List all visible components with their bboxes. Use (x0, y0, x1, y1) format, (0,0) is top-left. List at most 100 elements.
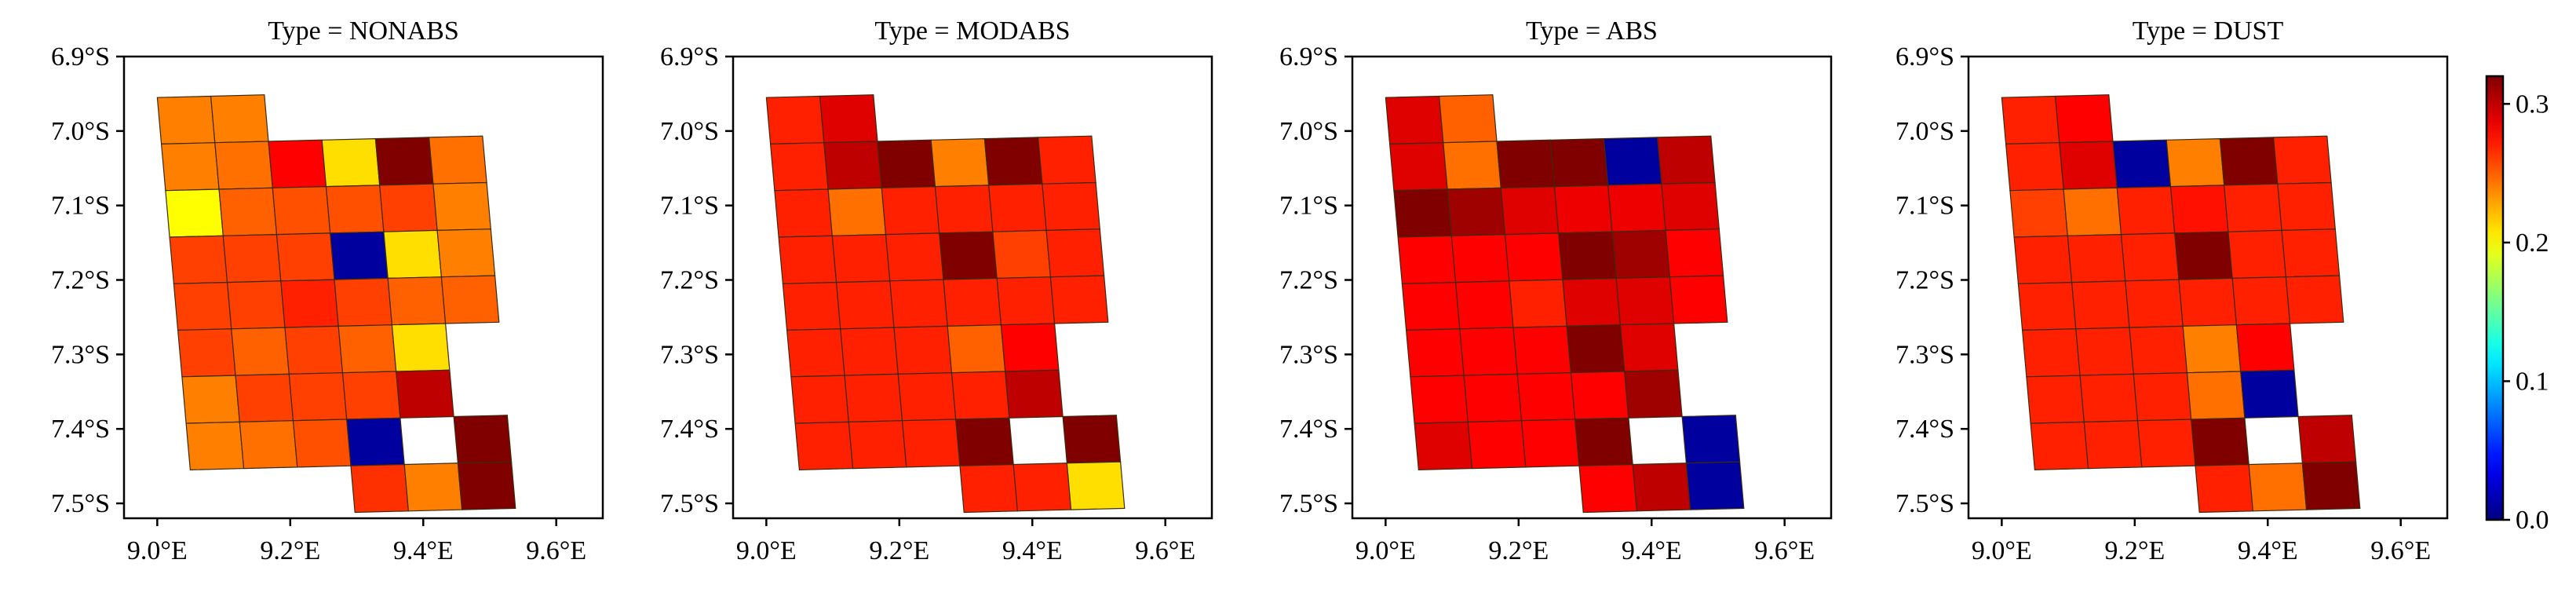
heatmap-cell (1037, 135, 1096, 185)
heatmap-cell (272, 185, 331, 236)
heatmap-cell (1685, 461, 1745, 510)
heatmap-cell (1467, 420, 1527, 470)
y-tick-label: 7.2°S (51, 266, 110, 295)
heatmap-cell (2125, 279, 2184, 328)
heatmap-cell (1401, 281, 1461, 331)
heatmap-cell (1681, 415, 1741, 464)
y-tick-label: 7.2°S (660, 266, 719, 295)
heatmap-cell (1443, 141, 1501, 190)
heatmap-cell (930, 137, 990, 188)
heatmap-cell (1454, 280, 1514, 330)
heatmap-cell (387, 276, 447, 326)
heatmap-cell (226, 280, 286, 330)
heatmap-cell (2030, 421, 2089, 471)
heatmap-cell (1603, 137, 1662, 186)
x-tick-label: 9.6°E (1135, 536, 1195, 565)
heatmap-cell (992, 229, 1052, 280)
heatmap-cell (218, 187, 278, 236)
heatmap-cell (1447, 187, 1506, 236)
heatmap-cell (2235, 323, 2295, 372)
heatmap-cell (823, 141, 882, 190)
heatmap-cell (877, 139, 936, 188)
colorbar-gradient (2487, 76, 2503, 520)
x-tick-label: 9.0°E (736, 536, 797, 565)
x-tick-label: 9.4°E (393, 536, 454, 565)
y-tick-label: 7.1°S (1896, 192, 1954, 221)
heatmap-cell (284, 325, 344, 375)
heatmap-cell (901, 419, 961, 468)
heatmap-cell (831, 233, 891, 283)
plot-frame (1967, 55, 2449, 520)
colorbar-tick-label: 0.0 (2516, 506, 2549, 535)
heatmap-cell (1397, 235, 1457, 284)
heatmap-cell (950, 371, 1010, 420)
heatmap-cell (1388, 142, 1448, 192)
heatmap-cell (774, 188, 833, 238)
heatmap-cell (379, 183, 438, 232)
heatmap-cell (165, 188, 224, 238)
heatmap-cell (222, 233, 282, 283)
x-tick-label: 9.2°E (2104, 536, 2165, 565)
heatmap-cell (1042, 181, 1100, 232)
panel-4: Type = DUST 6.9°S 7.0°S 7.1°S 7.2°S 7.3°S 7.4°… (1896, 16, 2449, 565)
heatmap-cell (1049, 275, 1109, 324)
heatmap-cell (2079, 373, 2139, 423)
heatmap-cell (790, 375, 849, 424)
heatmap-cell (2071, 280, 2130, 330)
heatmap-cell (453, 415, 513, 464)
y-tick-label: 7.1°S (1279, 192, 1338, 221)
heatmap-cell (2136, 419, 2196, 468)
heatmap-cell (436, 229, 496, 278)
heatmap-cell (1000, 323, 1060, 372)
heatmap-cell (2277, 181, 2336, 232)
y-tick-label: 7.3°S (51, 340, 110, 369)
heatmap-cell (1549, 137, 1609, 188)
heatmap-cell (2174, 231, 2233, 280)
heatmap-cell (988, 183, 1047, 232)
heatmap-cell (160, 142, 220, 192)
x-tick-label: 9.2°E (1488, 536, 1549, 565)
y-tick-label: 7.5°S (51, 489, 110, 518)
x-tick-label: 9.6°E (526, 536, 586, 565)
y-tick-label: 6.9°S (1896, 42, 1954, 71)
heatmap-cell (1624, 369, 1683, 419)
heatmap-cell (2248, 463, 2308, 512)
heatmap-cell (996, 276, 1056, 326)
heatmap-cell (334, 277, 393, 327)
heatmap-cell (177, 328, 236, 378)
heatmap-cell (2219, 137, 2279, 186)
heatmap-cell (769, 142, 829, 192)
heatmap-cell (181, 375, 240, 424)
heatmap-cell (827, 187, 887, 236)
heatmap-cell (1459, 327, 1518, 376)
y-tick-label: 7.4°S (1279, 415, 1338, 444)
heatmap-cell (1665, 229, 1724, 278)
x-tick-label: 9.0°E (127, 536, 188, 565)
y-tick-label: 6.9°S (660, 42, 719, 71)
heatmap-cell (185, 421, 245, 471)
heatmap-cell (457, 461, 516, 510)
heatmap-cell (2059, 141, 2118, 190)
heatmap-cell (2112, 139, 2172, 188)
heatmap-cell (881, 185, 940, 236)
heatmap-cell (374, 137, 434, 186)
y-tick-label: 7.3°S (660, 340, 719, 369)
y-tick-label: 7.0°S (51, 117, 110, 146)
heatmap-cell (1661, 181, 1720, 232)
heatmap-cell (391, 323, 451, 372)
heatmap-cell (2120, 232, 2180, 282)
heatmap-cell (1496, 139, 1556, 188)
heatmap-cell (325, 185, 385, 234)
heatmap-cell (440, 275, 500, 324)
heatmap-cell (2182, 324, 2242, 374)
heatmap-cell (1504, 232, 1563, 282)
heatmap-cell (292, 419, 352, 468)
heatmap-cell (235, 373, 294, 423)
y-tick-label: 7.3°S (1279, 340, 1338, 369)
heatmap-cell (939, 231, 998, 280)
heatmap-cell (844, 373, 903, 423)
heatmap-cell (1570, 371, 1629, 420)
heatmap-cell (2075, 327, 2134, 376)
heatmap-cell (1410, 375, 1469, 424)
heatmap-cell (268, 139, 327, 188)
